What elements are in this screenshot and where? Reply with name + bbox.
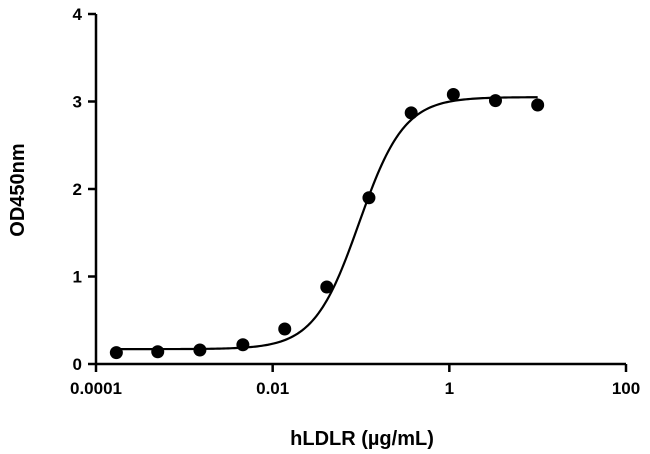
x-axis-title: hLDLR (µg/mL) [290,428,434,450]
data-point [404,106,418,120]
data-point [362,191,376,205]
data-point [488,94,502,108]
fit-curve [116,96,538,351]
data-points [109,88,545,360]
y-axis-title: OD450nm [7,143,29,236]
x-tick-label: 1 [445,379,454,398]
y-tick-label: 1 [73,268,82,287]
y-tick-label: 3 [73,93,82,112]
data-point [320,280,334,294]
data-point [446,88,460,101]
data-point [236,338,250,352]
x-tick-label: 100 [612,379,640,398]
data-point [151,345,165,359]
x-tick-label: 0.0001 [70,379,122,398]
tick-labels: 0 1 2 3 4 0.0001 0.01 1 100 [70,5,640,398]
data-point [278,322,292,336]
x-tick-label: 0.01 [256,379,289,398]
y-tick-label: 0 [73,355,82,374]
data-point [531,98,545,112]
y-tick-label: 2 [73,180,82,199]
data-point [109,346,123,360]
y-tick-label: 4 [73,5,83,24]
axes [94,14,626,366]
ticks [88,12,628,372]
data-point [193,343,207,357]
